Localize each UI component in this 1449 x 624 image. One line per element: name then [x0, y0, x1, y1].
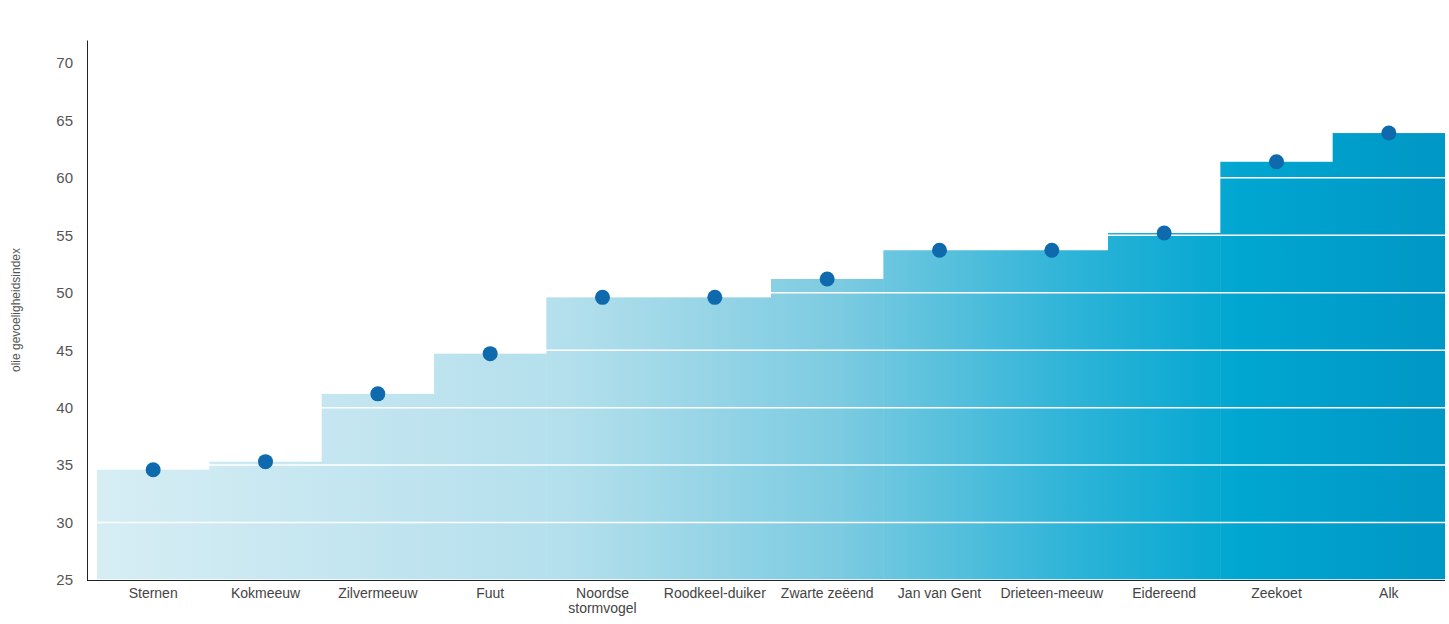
- y-tick: 65: [56, 112, 87, 129]
- y-tick: 25: [56, 571, 87, 588]
- plot-area: [97, 63, 1445, 580]
- x-tick: Sternen: [129, 580, 178, 601]
- x-axis-line: [87, 580, 1445, 581]
- y-tick-label: 25: [56, 571, 73, 588]
- x-tick: Roodkeel-duiker: [664, 580, 766, 601]
- y-tick-label: 70: [56, 54, 73, 71]
- x-axis: Sternen Kokmeeuw Zilvermeeuw Fuut Noordsesto…: [87, 580, 1445, 616]
- step-bar: [434, 354, 547, 580]
- grid-line: [97, 120, 1445, 122]
- data-point: [1044, 243, 1059, 258]
- x-tick-label: Fuut: [476, 585, 504, 601]
- data-point: [932, 243, 947, 258]
- y-tick: 60: [56, 169, 87, 186]
- step-bar: [1108, 233, 1221, 580]
- step-bar: [546, 297, 659, 580]
- y-tick-label: 30: [56, 514, 73, 531]
- x-tick: Zeekoet: [1251, 580, 1302, 601]
- step-bar: [996, 250, 1109, 580]
- y-tick: 50: [56, 284, 87, 301]
- grid-line: [97, 407, 1445, 409]
- data-point: [1269, 154, 1284, 169]
- x-tick-label: Roodkeel-duiker: [664, 585, 766, 601]
- grid-line: [97, 349, 1445, 351]
- x-tick-label: Alk: [1379, 585, 1399, 601]
- x-tick-label: Kokmeeuw: [231, 585, 301, 601]
- grid-line: [97, 579, 1445, 580]
- data-point: [820, 271, 835, 286]
- step-bar: [209, 462, 322, 580]
- y-tick-label: 55: [56, 227, 73, 244]
- y-tick: 30: [56, 514, 87, 531]
- x-tick-label: Drieteen-meeuw: [1000, 585, 1104, 601]
- x-tick-label: Jan van Gent: [898, 585, 981, 601]
- grid-line: [97, 292, 1445, 294]
- x-tick-label: Zeekoet: [1251, 585, 1302, 601]
- data-point: [146, 462, 161, 477]
- data-point: [595, 290, 610, 305]
- y-tick: 45: [56, 342, 87, 359]
- grid-line: [97, 62, 1445, 64]
- x-tick: Alk: [1379, 580, 1399, 601]
- x-tick-label: Zwarte zeëend: [781, 585, 874, 601]
- x-tick: Drieteen-meeuw: [1000, 580, 1104, 601]
- step-bar: [659, 297, 772, 580]
- y-axis: 25 30 35 40 45 50 55 60 65 70: [56, 41, 87, 589]
- x-tick: Eidereend: [1132, 580, 1196, 601]
- x-tick: Noordsestormvogel: [568, 580, 636, 616]
- x-tick-label: Zilvermeeuw: [338, 585, 418, 601]
- y-tick: 40: [56, 399, 87, 416]
- x-tick: Zilvermeeuw: [338, 580, 418, 601]
- y-tick-label: 45: [56, 342, 73, 359]
- step-bar: [97, 470, 210, 580]
- y-tick-label: 65: [56, 112, 73, 129]
- data-point: [707, 290, 722, 305]
- data-point: [370, 386, 385, 401]
- chart: 25 30 35 40 45 50 55 60 65 70 Sternen Kokmeeuw Zilve…: [0, 0, 1449, 624]
- grid-line: [97, 177, 1445, 179]
- y-axis-line: [87, 41, 88, 581]
- step-bar: [883, 250, 996, 580]
- grid-line: [97, 235, 1445, 237]
- step-bar: [322, 394, 435, 580]
- data-point: [1381, 126, 1396, 141]
- data-point: [1157, 226, 1172, 241]
- y-tick: 70: [56, 54, 87, 71]
- y-tick-label: 50: [56, 284, 73, 301]
- x-tick: Zwarte zeëend: [781, 580, 874, 601]
- x-tick-label: Sternen: [129, 585, 178, 601]
- y-tick: 55: [56, 227, 87, 244]
- x-tick: Kokmeeuw: [231, 580, 301, 601]
- y-tick-label: 60: [56, 169, 73, 186]
- y-tick-label: 40: [56, 399, 73, 416]
- data-point: [483, 346, 498, 361]
- y-tick-label: 35: [56, 456, 73, 473]
- step-bar: [1333, 133, 1445, 580]
- step-bar: [771, 279, 884, 580]
- y-axis-title: olie gevoeligheidsindex: [9, 248, 23, 372]
- grid-line: [97, 522, 1445, 524]
- x-tick: Jan van Gent: [898, 580, 981, 601]
- y-tick: 35: [56, 456, 87, 473]
- step-bar: [1220, 162, 1333, 580]
- x-tick-label: Eidereend: [1132, 585, 1196, 601]
- data-point: [258, 454, 273, 469]
- grid-line: [97, 464, 1445, 466]
- x-tick: Fuut: [476, 580, 504, 601]
- x-tick-label: Noordsestormvogel: [568, 585, 636, 616]
